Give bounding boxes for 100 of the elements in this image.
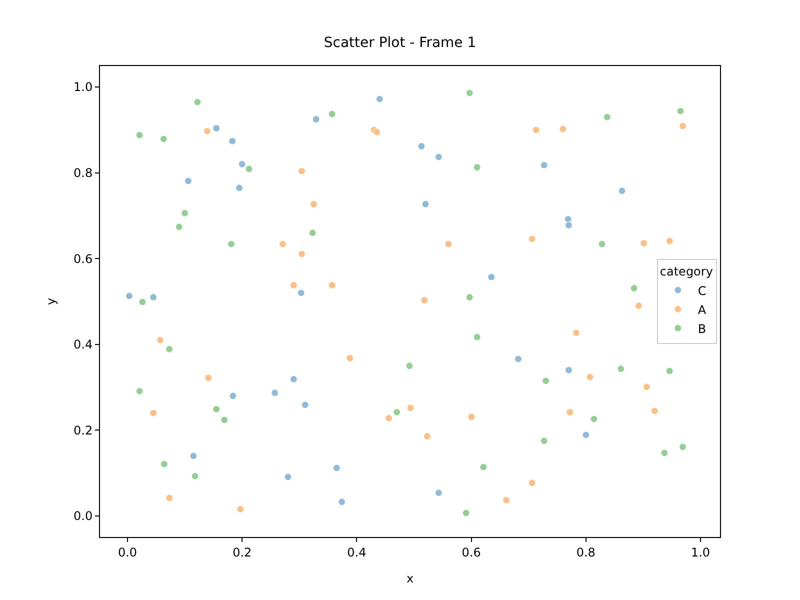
point: [125, 292, 134, 300]
y-tick-label: 1.0: [74, 80, 93, 94]
point: [184, 177, 192, 185]
point: [590, 415, 598, 423]
point: [308, 229, 316, 237]
point: [418, 142, 426, 150]
point: [270, 389, 279, 397]
point: [676, 107, 684, 115]
point: [312, 115, 320, 123]
point: [301, 401, 309, 409]
point: [238, 160, 246, 168]
point: [191, 472, 199, 480]
point: [338, 498, 346, 506]
point: [278, 240, 287, 248]
point: [642, 383, 650, 391]
point: [245, 165, 253, 173]
point: [444, 240, 452, 248]
point: [660, 449, 668, 457]
point: [466, 89, 474, 97]
point: [212, 124, 220, 132]
point: [528, 479, 536, 487]
point: [618, 187, 626, 195]
point: [640, 239, 648, 247]
legend-title: category: [660, 264, 713, 279]
x-tick-label: 0.8: [576, 545, 596, 560]
point: [156, 336, 164, 344]
point: [332, 464, 340, 472]
point: [634, 302, 642, 310]
point: [540, 437, 548, 445]
y-tick-label: 0.2: [74, 423, 93, 438]
point: [488, 273, 496, 281]
point: [462, 509, 470, 517]
point: [228, 137, 236, 145]
point: [136, 387, 144, 395]
point: [406, 404, 414, 412]
point: [678, 122, 687, 130]
point: [297, 289, 305, 297]
point: [586, 373, 594, 381]
y-tick-label: 0.6: [74, 252, 93, 266]
point: [598, 240, 606, 248]
point: [564, 215, 572, 223]
point: [514, 355, 522, 363]
point: [376, 95, 384, 103]
point: [617, 365, 625, 373]
point: [138, 298, 146, 306]
x-tick-label: 0.4: [347, 545, 366, 560]
point: [166, 345, 174, 353]
point: [328, 110, 336, 118]
point: [650, 407, 658, 415]
y-tick-label: 0.8: [74, 166, 93, 180]
point: [212, 405, 220, 413]
point: [290, 375, 298, 383]
point: [149, 293, 158, 302]
point: [678, 443, 687, 451]
point: [423, 432, 431, 440]
point: [166, 494, 174, 502]
point: [630, 284, 638, 292]
legend-label: B: [698, 322, 706, 336]
point: [603, 113, 611, 121]
point: [181, 209, 189, 217]
point: [528, 235, 536, 243]
point: [406, 362, 414, 370]
x-tick-label: 0.6: [462, 545, 481, 560]
y-tick-label: 0.4: [74, 338, 93, 352]
point: [290, 281, 298, 289]
point: [564, 366, 573, 374]
y-tick-label: 0.0: [74, 509, 93, 524]
x-axis-title: x: [406, 571, 414, 586]
legend-label: C: [698, 284, 706, 298]
point: [175, 223, 183, 231]
point: [434, 153, 442, 161]
point: [284, 473, 292, 481]
point: [235, 184, 244, 192]
point: [566, 408, 574, 416]
point: [203, 127, 211, 135]
point: [466, 293, 474, 302]
point: [572, 329, 580, 337]
chart-title: Scatter Plot - Frame 1: [324, 34, 476, 51]
y-axis-title: y: [44, 298, 58, 306]
point: [227, 240, 236, 248]
point: [160, 135, 168, 143]
point: [136, 131, 144, 139]
point: [220, 416, 228, 424]
point: [194, 98, 202, 106]
point: [473, 163, 481, 172]
point: [298, 250, 306, 258]
point: [393, 408, 401, 416]
point: [346, 354, 354, 362]
point: [532, 126, 540, 134]
point: [540, 161, 548, 169]
point: [480, 463, 488, 471]
point: [204, 374, 212, 382]
point: [149, 409, 158, 417]
x-tick-label: 0.2: [232, 545, 252, 560]
point: [328, 281, 336, 289]
x-tick-label: 1.0: [690, 545, 710, 560]
point: [564, 221, 573, 229]
point: [385, 414, 393, 422]
legend-label: A: [698, 302, 707, 317]
point: [666, 237, 674, 245]
